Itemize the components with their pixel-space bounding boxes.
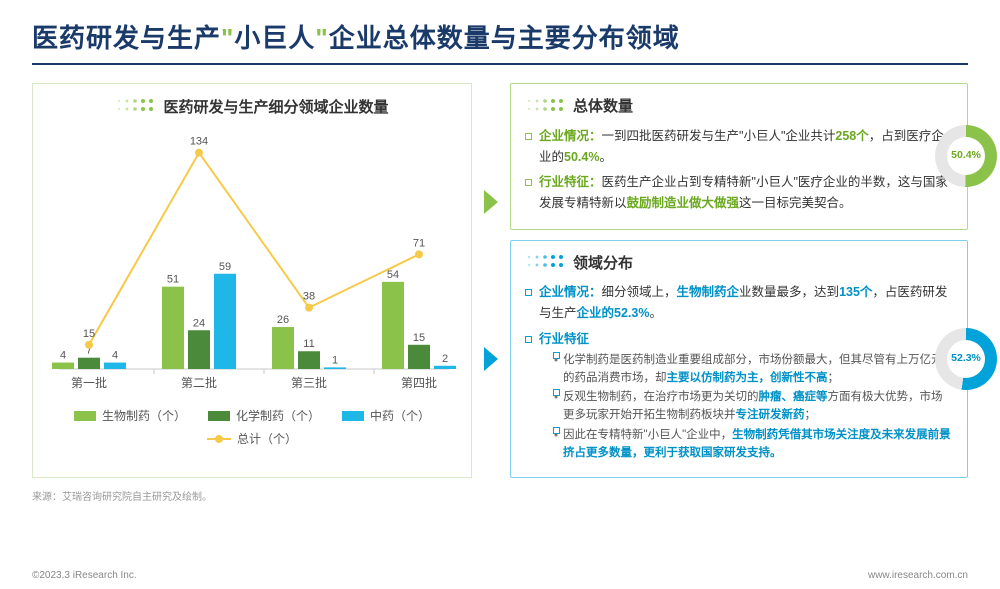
txt: ； [828, 372, 840, 384]
svg-text:134: 134 [190, 136, 208, 148]
total-bullets: 企业情况：一到四批医药研发与生产"小巨人"企业共计258个，占到医疗企业的50.… [525, 126, 953, 215]
legend-swatch-icon [74, 411, 96, 421]
hl: 主要以仿制药为主，创新性不高 [667, 372, 828, 384]
svg-text:51: 51 [167, 274, 179, 286]
svg-text:24: 24 [193, 317, 205, 329]
txt: 反观生物制药，在治疗市场更为关切的 [563, 391, 759, 403]
svg-text:15: 15 [413, 332, 425, 344]
field-panel: 领域分布 企业情况：细分领域上，生物制药企业数量最多，达到135个，占医药研发与… [510, 240, 968, 478]
hl: 生物制药企 [677, 285, 740, 299]
pct: 52.3% [614, 306, 649, 320]
title-quote-open: " [221, 23, 234, 53]
txt: 细分领域上， [602, 285, 677, 299]
total-donut: 50.4% [935, 125, 997, 187]
txt: 因此在专精特新"小巨人"企业中， [563, 429, 732, 441]
title-mid: 小巨人 [234, 23, 315, 53]
chart-legend: 生物制药（个） 化学制药（个） 中药（个） 总计（个） [45, 407, 459, 447]
field-sub-item: 因此在专精特新"小巨人"企业中，生物制药凭借其市场关注度及未来发展前景挤占更多数… [553, 427, 953, 463]
lead: 行业特征： [539, 175, 602, 189]
legend-swatch-icon [208, 411, 230, 421]
legend-item: 中药（个） [342, 407, 430, 424]
svg-text:59: 59 [219, 261, 231, 273]
lead: 企业情况： [539, 285, 602, 299]
field-donut: 52.3% [935, 328, 997, 390]
chart-svg: 474第一批512459第二批26111第三批54152第四批151343871 [45, 121, 459, 401]
svg-text:71: 71 [413, 237, 425, 249]
hl: 专注研发新药 [736, 409, 805, 421]
txt: 。 [599, 150, 612, 164]
txt: 业数量最多，达到 [739, 285, 839, 299]
dots-decoration-icon [525, 253, 565, 273]
total-item-2: 行业特征：医药生产企业占到专精特新"小巨人"医疗企业的半数，这与国家发展专精特新… [525, 172, 953, 215]
hl: 企业的 [577, 306, 615, 320]
page-footer: ©2023.3 iResearch Inc. www.iresearch.com… [32, 570, 968, 581]
field-bullets: 企业情况：细分领域上，生物制药企业数量最多，达到135个，占医药研发与生产企业的… [525, 282, 953, 463]
svg-text:11: 11 [303, 338, 314, 350]
legend-item: 生物制药（个） [74, 407, 186, 424]
legend-item: 总计（个） [207, 430, 297, 447]
num: 258个 [835, 129, 868, 143]
legend-label: 总计（个） [237, 430, 297, 447]
svg-text:第四批: 第四批 [401, 375, 437, 390]
field-item-subtitle: 行业特征 化学制药是医药制造业重要组成部分，市场份额最大，但其尽管有上万亿元的药… [525, 329, 953, 463]
page-title: 医药研发与生产"小巨人"企业总体数量与主要分布领域 [32, 18, 968, 55]
legend-swatch-icon [342, 411, 364, 421]
svg-text:15: 15 [83, 328, 95, 340]
lead: 企业情况： [539, 129, 602, 143]
page-title-row: 医药研发与生产"小巨人"企业总体数量与主要分布领域 [32, 18, 968, 65]
title-post: 企业总体数量与主要分布领域 [329, 23, 680, 53]
chart-title: 医药研发与生产细分领域企业数量 [163, 96, 388, 117]
field-subtitle: 行业特征 [539, 332, 589, 346]
svg-text:54: 54 [387, 269, 399, 281]
svg-text:38: 38 [303, 291, 315, 303]
chart-area: 474第一批512459第二批26111第三批54152第四批151343871 [45, 121, 459, 401]
svg-text:1: 1 [332, 354, 338, 366]
arrow-column [484, 83, 498, 478]
field-sub-list: 化学制药是医药制造业重要组成部分，市场份额最大，但其尽管有上万亿元的药品消费市场… [539, 352, 953, 463]
total-item-1: 企业情况：一到四批医药研发与生产"小巨人"企业共计258个，占到医疗企业的50.… [525, 126, 953, 169]
legend-label: 化学制药（个） [236, 407, 320, 424]
footer-left: ©2023.3 iResearch Inc. [32, 570, 137, 581]
right-column: 总体数量 企业情况：一到四批医药研发与生产"小巨人"企业共计258个，占到医疗企… [510, 83, 968, 478]
title-pre: 医药研发与生产 [32, 23, 221, 53]
txt: 一到四批医药研发与生产"小巨人"企业共计 [602, 129, 836, 143]
field-donut-pct: 52.3% [947, 340, 985, 378]
hl: 肿瘤、癌症等 [759, 391, 828, 403]
svg-text:第一批: 第一批 [71, 375, 107, 390]
pct: 50.4% [564, 150, 599, 164]
chart-panel: 医药研发与生产细分领域企业数量 474第一批512459第二批26111第三批5… [32, 83, 472, 478]
source-note: 来源：艾瑞咨询研究院自主研究及绘制。 [32, 488, 968, 503]
svg-text:26: 26 [277, 314, 289, 326]
txt: 。 [649, 306, 662, 320]
svg-text:4: 4 [112, 350, 118, 362]
arrow-right-blue-icon [484, 347, 498, 371]
total-panel: 总体数量 企业情况：一到四批医药研发与生产"小巨人"企业共计258个，占到医疗企… [510, 83, 968, 230]
legend-label: 生物制药（个） [102, 407, 186, 424]
hl: 鼓励制造业做大做强 [627, 196, 740, 210]
svg-text:第二批: 第二批 [181, 375, 217, 390]
content-row: 医药研发与生产细分领域企业数量 474第一批512459第二批26111第三批5… [32, 83, 968, 478]
arrow-right-green-icon [484, 190, 498, 214]
legend-item: 化学制药（个） [208, 407, 320, 424]
legend-label: 中药（个） [370, 407, 430, 424]
title-quote-close: " [315, 23, 328, 53]
dots-decoration-icon [115, 97, 155, 117]
svg-text:4: 4 [60, 350, 66, 362]
txt: ； [805, 409, 817, 421]
num: 135个 [839, 285, 872, 299]
legend-line-icon [207, 434, 231, 444]
field-sub-item: 化学制药是医药制造业重要组成部分，市场份额最大，但其尽管有上万亿元的药品消费市场… [553, 352, 953, 388]
field-sub-item: 反观生物制药，在治疗市场更为关切的肿瘤、癌症等方面有极大优势，市场更多玩家开始开… [553, 389, 953, 425]
field-item-1: 企业情况：细分领域上，生物制药企业数量最多，达到135个，占医药研发与生产企业的… [525, 282, 953, 325]
dots-decoration-icon [525, 97, 565, 117]
field-panel-title: 领域分布 [573, 251, 633, 277]
svg-text:第三批: 第三批 [291, 375, 327, 390]
txt: 这一目标完美契合。 [739, 196, 852, 210]
total-panel-title: 总体数量 [573, 94, 633, 120]
svg-text:2: 2 [442, 353, 448, 365]
total-donut-pct: 50.4% [947, 137, 985, 175]
footer-right: www.iresearch.com.cn [868, 570, 968, 581]
